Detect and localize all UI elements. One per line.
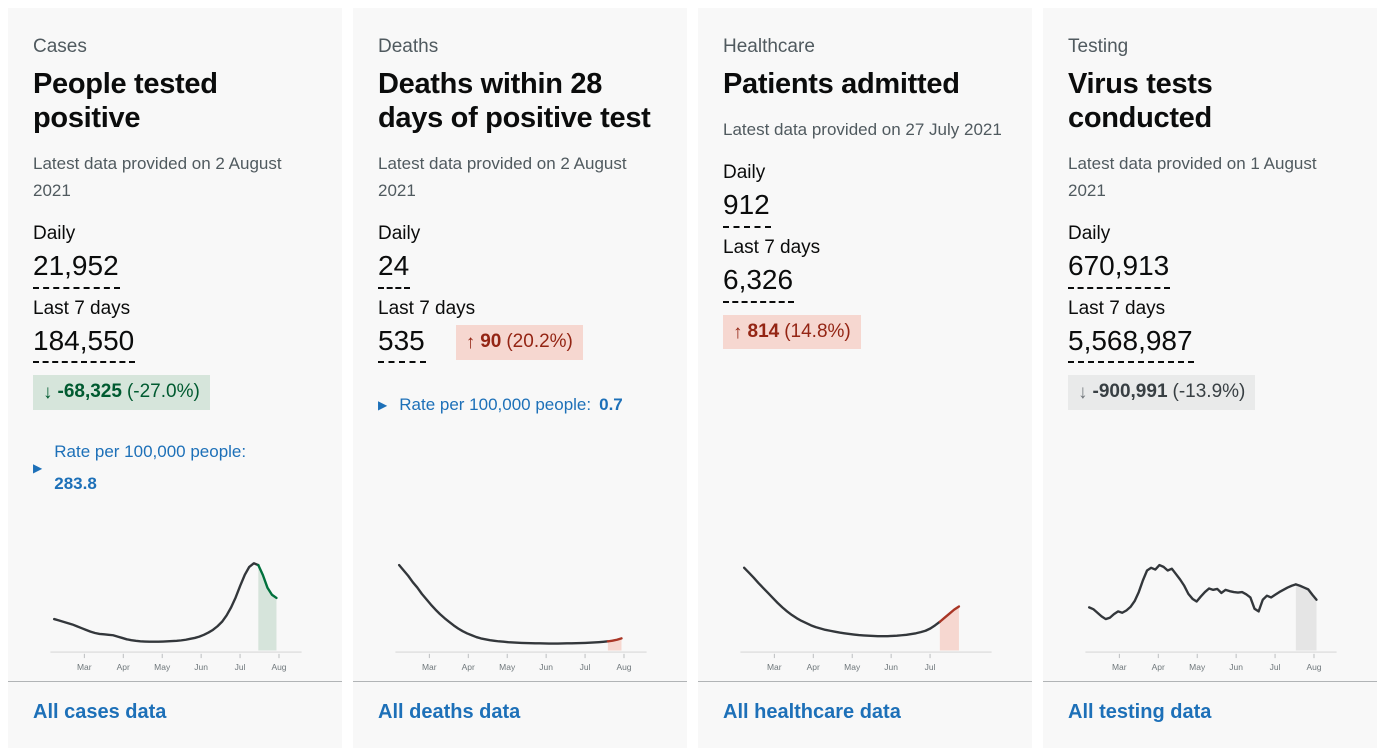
svg-text:Mar: Mar xyxy=(767,662,782,672)
weekly-value: 535 xyxy=(378,323,426,364)
down-arrow-icon: ↓ xyxy=(1078,382,1088,404)
change-percent: (20.2%) xyxy=(506,331,573,353)
svg-text:Jul: Jul xyxy=(235,662,246,672)
summary-card-cases: Cases People tested positive Latest data… xyxy=(8,8,342,748)
daily-label: Daily xyxy=(378,222,421,244)
card-title: People tested positive xyxy=(33,67,218,135)
svg-text:Jun: Jun xyxy=(194,662,208,672)
sparkline-chart: Mar Apr May Jun Jul Aug xyxy=(378,552,662,681)
summary-card-deaths: Deaths Deaths within 28 days of positive… xyxy=(353,8,687,748)
svg-text:Mar: Mar xyxy=(1112,662,1127,672)
rate-disclosure[interactable]: ▶ Rate per 100,000 people: 0.7 xyxy=(378,389,662,421)
card-category: Healthcare xyxy=(723,36,815,57)
change-value: 90 xyxy=(480,331,502,353)
svg-text:May: May xyxy=(844,662,861,672)
weekly-value: 184,550 xyxy=(33,323,136,364)
card-caption: Latest data provided on 27 July 2021 xyxy=(723,120,1002,140)
change-percent: (-13.9%) xyxy=(1172,381,1246,403)
svg-text:Aug: Aug xyxy=(616,662,631,672)
card-caption: Latest data provided on 2 August 2021 xyxy=(378,154,627,200)
rate-value: 0.7 xyxy=(599,395,623,415)
daily-value: 912 xyxy=(723,187,771,228)
svg-text:Jun: Jun xyxy=(884,662,898,672)
change-badge: ↑ 90 (20.2%) xyxy=(455,325,583,361)
daily-label: Daily xyxy=(33,222,76,244)
card-category: Cases xyxy=(33,36,87,57)
svg-text:Apr: Apr xyxy=(1152,662,1165,672)
change-percent: (14.8%) xyxy=(784,320,851,342)
details-marker-icon: ▶ xyxy=(378,398,388,413)
weekly-label: Last 7 days xyxy=(723,236,821,258)
svg-text:Aug: Aug xyxy=(271,662,286,672)
all-cases-data-link[interactable]: All cases data xyxy=(33,701,167,723)
down-arrow-icon: ↓ xyxy=(43,382,53,404)
card-footer: All testing data xyxy=(1043,681,1377,748)
rate-disclosure[interactable]: ▶ Rate per 100,000 people: 283.8 xyxy=(33,436,317,501)
svg-text:Apr: Apr xyxy=(807,662,820,672)
svg-text:May: May xyxy=(1189,662,1206,672)
svg-text:May: May xyxy=(154,662,171,672)
change-percent: (-27.0%) xyxy=(126,381,200,403)
svg-text:Mar: Mar xyxy=(422,662,437,672)
card-category: Testing xyxy=(1068,36,1129,57)
summary-card-testing: Testing Virus tests conducted Latest dat… xyxy=(1043,8,1377,748)
daily-value: 21,952 xyxy=(33,248,120,289)
sparkline-chart: Mar Apr May Jun Jul Aug xyxy=(1068,552,1352,681)
card-title: Deaths within 28 days of positive test xyxy=(378,67,651,135)
weekly-label: Last 7 days xyxy=(378,297,476,319)
card-caption: Latest data provided on 1 August 2021 xyxy=(1068,154,1317,200)
card-footer: All healthcare data xyxy=(698,681,1032,748)
up-arrow-icon: ↑ xyxy=(733,321,743,343)
sparkline-chart: Mar Apr May Jun Jul xyxy=(723,552,1007,681)
weekly-value: 5,568,987 xyxy=(1068,323,1194,364)
card-title: Virus tests conducted xyxy=(1068,67,1213,135)
weekly-label: Last 7 days xyxy=(1068,297,1166,319)
daily-label: Daily xyxy=(1068,222,1111,244)
svg-text:Apr: Apr xyxy=(462,662,475,672)
rate-label: Rate per 100,000 people: xyxy=(54,441,247,461)
change-value: -900,991 xyxy=(1092,381,1168,403)
daily-value: 24 xyxy=(378,248,411,289)
all-healthcare-data-link[interactable]: All healthcare data xyxy=(723,701,901,723)
svg-text:Mar: Mar xyxy=(77,662,92,672)
all-testing-data-link[interactable]: All testing data xyxy=(1068,701,1212,723)
svg-text:Jun: Jun xyxy=(1229,662,1243,672)
up-arrow-icon: ↑ xyxy=(465,332,476,354)
svg-text:Jun: Jun xyxy=(539,662,553,672)
daily-value: 670,913 xyxy=(1068,248,1171,289)
card-caption: Latest data provided on 2 August 2021 xyxy=(33,154,282,200)
svg-text:Aug: Aug xyxy=(1306,662,1321,672)
summary-card-healthcare: Healthcare Patients admitted Latest data… xyxy=(698,8,1032,748)
change-value: -68,325 xyxy=(57,381,122,403)
weekly-label: Last 7 days xyxy=(33,297,131,319)
change-badge: ↓ -68,325 (-27.0%) xyxy=(33,375,210,410)
svg-text:May: May xyxy=(499,662,516,672)
daily-label: Daily xyxy=(723,162,766,184)
all-deaths-data-link[interactable]: All deaths data xyxy=(378,701,521,723)
change-badge: ↓ -900,991 (-13.9%) xyxy=(1068,375,1256,410)
card-footer: All cases data xyxy=(8,681,342,748)
rate-label: Rate per 100,000 people: xyxy=(399,395,592,415)
change-value: 814 xyxy=(747,320,780,342)
sparkline-chart: Mar Apr May Jun Jul Aug xyxy=(33,552,317,681)
svg-text:Jul: Jul xyxy=(580,662,591,672)
details-marker-icon: ▶ xyxy=(33,461,43,476)
rate-value: 283.8 xyxy=(54,474,97,494)
card-category: Deaths xyxy=(378,36,439,57)
card-footer: All deaths data xyxy=(353,681,687,748)
svg-text:Apr: Apr xyxy=(117,662,130,672)
svg-text:Jul: Jul xyxy=(925,662,936,672)
change-badge: ↑ 814 (14.8%) xyxy=(723,314,861,350)
svg-text:Jul: Jul xyxy=(1270,662,1281,672)
card-title: Patients admitted xyxy=(723,67,960,100)
weekly-value: 6,326 xyxy=(723,262,795,303)
